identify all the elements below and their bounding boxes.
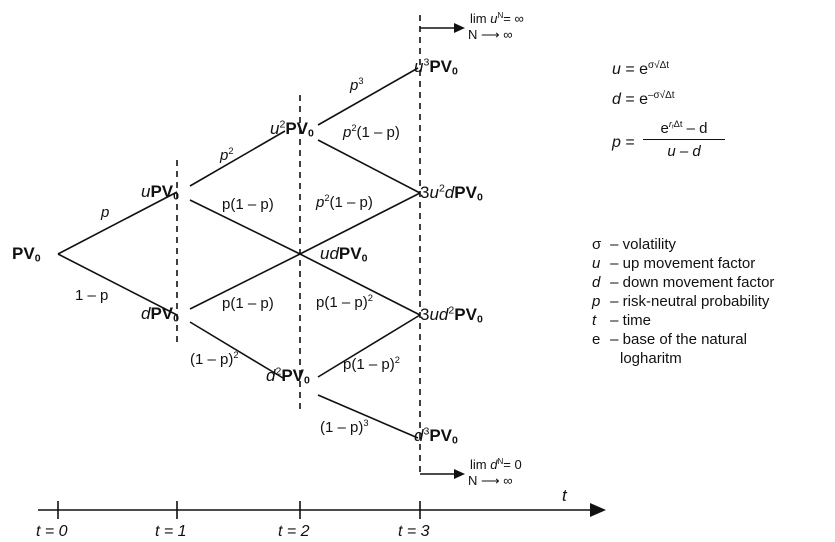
- node-d3-pv0: d3PV0: [414, 425, 458, 447]
- edge-d-ud: [189, 253, 301, 310]
- edge-u2-u3: [317, 67, 419, 126]
- edge-label-p-one-minus-p-lower: p(1 – p): [222, 295, 274, 312]
- edge-label-p-one-minus-p-upper: p(1 – p): [222, 196, 274, 213]
- limit-down: lim dN= 0: [470, 457, 522, 472]
- edge-label-one-minus-p: 1 – p: [75, 287, 109, 304]
- formula-p-lhs: p =: [612, 134, 635, 151]
- edge-label-p-cubed: p3: [350, 76, 364, 94]
- limit-down-under: N ⟶ ∞: [468, 473, 513, 488]
- edge-pv0-u: [57, 191, 178, 255]
- legend-sigma: σ – volatility: [592, 236, 677, 253]
- node-d2-pv0: d2PV0: [266, 365, 310, 387]
- edge-pv0-d: [57, 253, 178, 316]
- edge-d-d2: [189, 321, 284, 379]
- legend-t: t – time: [592, 312, 652, 329]
- tick-label-t3: t = 3: [398, 523, 430, 540]
- tick-label-t2: t = 2: [278, 523, 310, 540]
- node-u-pv0: uPV0: [141, 182, 180, 203]
- edge-label-one-minus-p-cubed: (1 – p)3: [320, 418, 369, 436]
- formula-u: u = eσ√Δt: [612, 59, 669, 78]
- legend-p: p – risk-neutral probability: [592, 293, 770, 310]
- node-d-pv0: dPV0: [141, 304, 180, 325]
- edge-label-one-minus-p-squared: (1 – p)2: [190, 350, 239, 368]
- legend-u: u – up movement factor: [592, 255, 756, 272]
- node-u3-pv0: u3PV0: [414, 56, 458, 78]
- edge-label-p2-one-minus-p-upper: p2(1 – p): [343, 123, 400, 141]
- limit-up: lim uN= ∞: [470, 11, 524, 26]
- node-3u2d-pv0: 3u2dPV0: [420, 182, 483, 204]
- formula-d: d = e–σ√Δt: [612, 89, 675, 108]
- node-ud-pv0: udPV0: [320, 244, 368, 265]
- edge-label-p-one-minus-p-sq-upper: p(1 – p)2: [316, 293, 373, 311]
- legend-d: d – down movement factor: [592, 274, 775, 291]
- edge-label-p: p: [101, 204, 110, 221]
- node-u2-pv0: u2PV0: [270, 118, 314, 140]
- edge-d2-d3: [317, 394, 419, 439]
- edge-u-ud: [189, 199, 301, 255]
- edge-ud-3u2d: [299, 192, 421, 255]
- edge-u2-3u2d: [317, 139, 421, 194]
- legend-e: e – base of the natural: [592, 331, 747, 348]
- edge-u-u2: [189, 130, 286, 187]
- edge-label-p-squared: p2: [220, 146, 234, 164]
- edge-d2-3ud2: [317, 314, 421, 378]
- formula-p-fraction: erfΔt – d u – d: [643, 120, 725, 160]
- node-3ud2-pv0: 3ud2PV0: [420, 304, 483, 326]
- tick-label-t0: t = 0: [36, 523, 68, 540]
- edge-label-p-one-minus-p-sq-lower: p(1 – p)2: [343, 355, 400, 373]
- node-pv0: PV0: [12, 244, 41, 265]
- legend-e-continued: logharitm: [620, 350, 682, 367]
- edge-ud-3ud2: [299, 253, 421, 316]
- edge-label-p2-one-minus-p-lower: p2(1 – p): [316, 193, 373, 211]
- formula-p-numerator: erfΔt – d: [643, 120, 725, 140]
- formula-p-denominator: u – d: [667, 143, 701, 160]
- limit-up-under: N ⟶ ∞: [468, 27, 513, 42]
- tick-label-t1: t = 1: [155, 523, 187, 540]
- time-axis-label: t: [562, 486, 567, 505]
